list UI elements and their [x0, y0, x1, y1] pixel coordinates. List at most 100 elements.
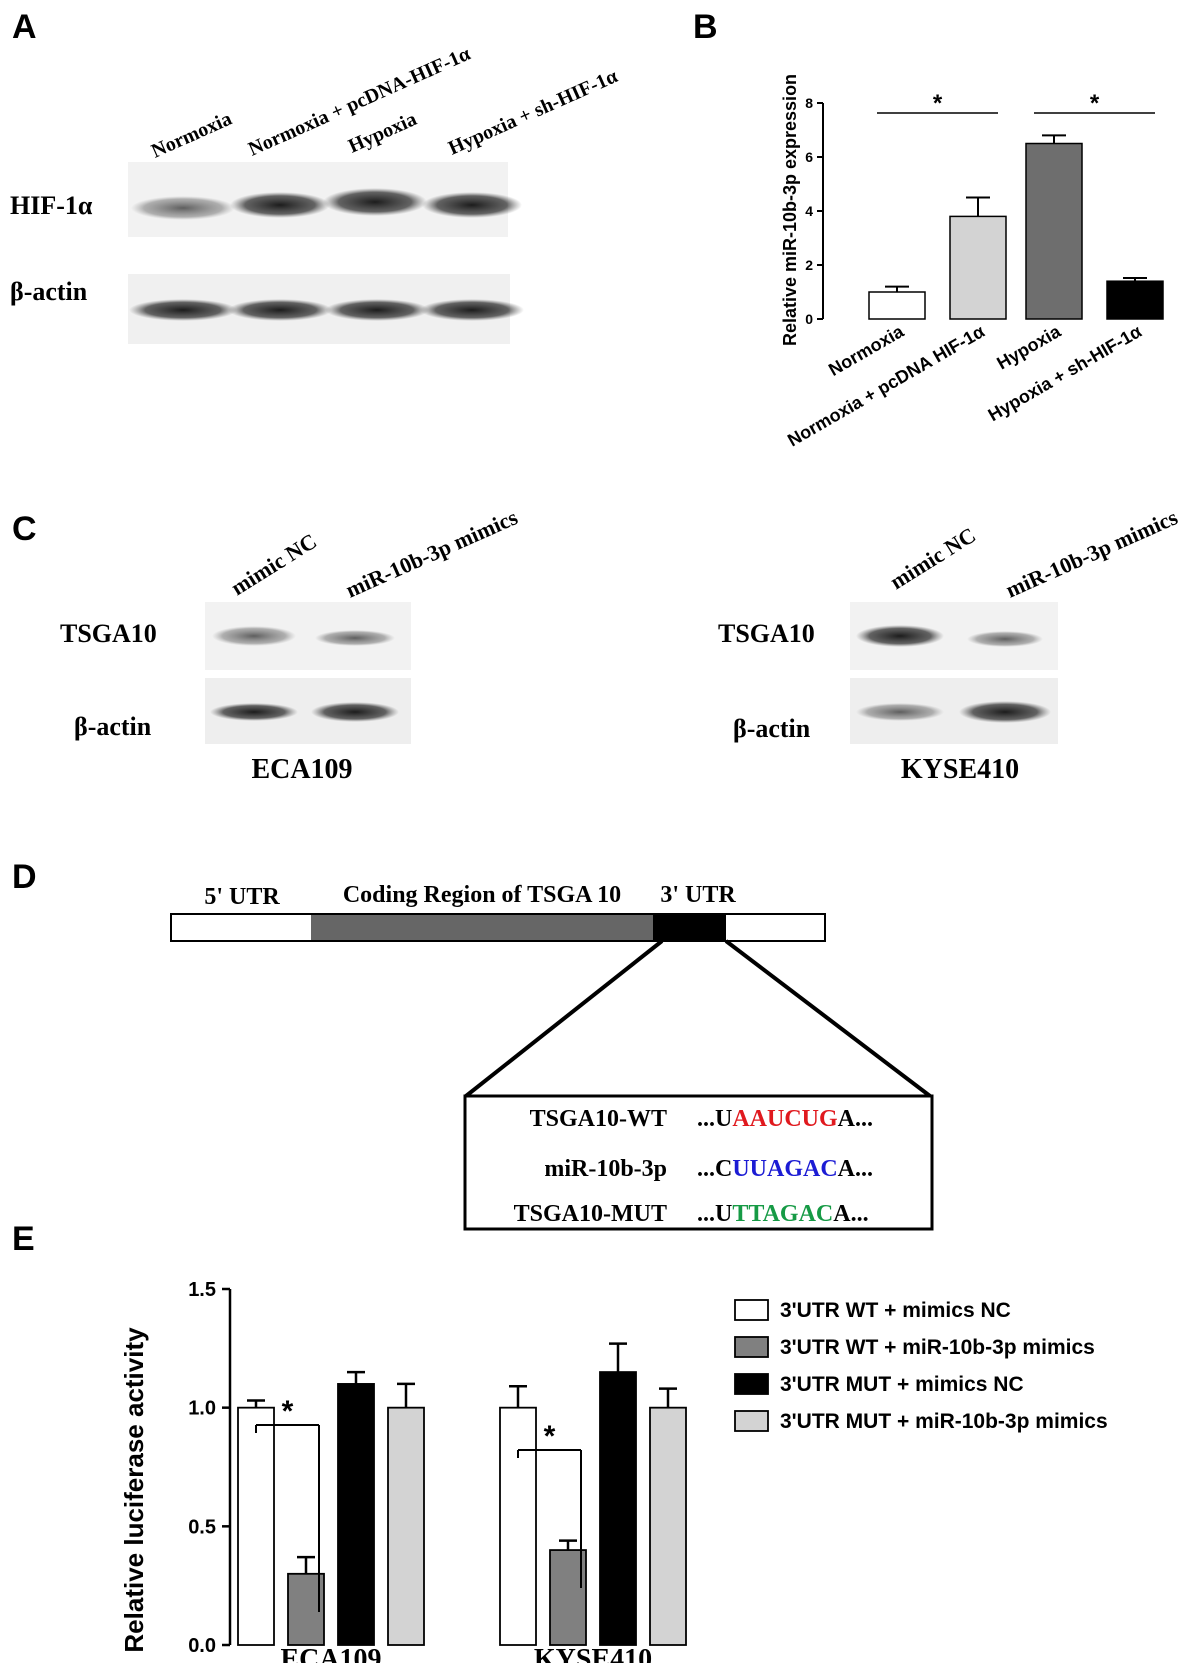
y-tick-label: 2: [805, 257, 813, 273]
band: [856, 703, 944, 721]
panel-label-b: B: [693, 8, 718, 46]
legend-label: 3'UTR MUT + miR-10b-3p mimics: [780, 1410, 1108, 1433]
sequence: ...CUUAGACA...: [697, 1156, 873, 1182]
y-tick-label: 4: [805, 203, 813, 219]
band: [212, 626, 296, 646]
utr3-segment: [653, 915, 726, 940]
y-tick-label: 1.0: [188, 1398, 216, 1420]
legend-swatch: [734, 1373, 769, 1395]
coding-region-segment: [311, 915, 653, 940]
legend-label: 3'UTR WT + mimics NC: [780, 1299, 1011, 1322]
lane-label-hypoxia: Hypoxia: [345, 108, 420, 157]
row-label-tsga10: TSGA10: [718, 619, 815, 648]
segment-label-3utr: 3' UTR: [660, 882, 736, 908]
row-label-beta-actin: β-actin: [10, 277, 88, 306]
legend-swatch: [734, 1299, 769, 1321]
zoom-line-left: [464, 939, 664, 1098]
y-tick-label: 0: [805, 311, 813, 327]
bar: [1025, 142, 1083, 320]
panel-label-e: E: [12, 1220, 35, 1258]
band: [325, 299, 429, 321]
band: [228, 299, 332, 321]
x-tick-label: Hypoxia + sh-HIF-1α: [985, 321, 1145, 425]
y-tick-label: 0.5: [188, 1516, 216, 1538]
row-label-tsga10: TSGA10: [60, 619, 157, 648]
panel-label-a: A: [12, 8, 37, 46]
band: [210, 703, 298, 721]
panel-label-d: D: [12, 858, 37, 896]
band: [959, 701, 1051, 723]
significance-star: *: [1090, 90, 1100, 117]
segment-label-5utr: 5' UTR: [204, 884, 280, 910]
x-tick-label: Hypoxia: [993, 321, 1064, 374]
sequence-name: miR-10b-3p: [544, 1156, 667, 1182]
bar: [237, 1406, 275, 1646]
significance-star: *: [282, 1395, 294, 1428]
sequence-prefix: ...C: [697, 1156, 732, 1182]
panel-label-c: C: [12, 510, 37, 548]
bar: [868, 291, 926, 320]
x-tick-label: ECA109: [280, 1644, 381, 1663]
row-label-beta-actin: β-actin: [733, 714, 811, 743]
sequence: ...UAAUCUGA...: [697, 1106, 873, 1132]
significance-star: *: [933, 90, 943, 117]
segment-label-coding-region: Coding Region of TSGA 10: [343, 882, 621, 908]
bar: [1106, 280, 1164, 320]
lane-label-mimic-nc: mimic NC: [226, 528, 321, 600]
legend-label: 3'UTR MUT + mimics NC: [780, 1373, 1024, 1396]
bar: [649, 1406, 687, 1646]
lane-label-mimic-nc: mimic NC: [885, 522, 980, 594]
panel-d-gene-diagram: 5' UTR Coding Region of TSGA 10 3' UTR T…: [170, 882, 934, 1231]
x-tick-label: KYSE410: [534, 1644, 652, 1663]
y-axis-label: Relative miR-10b-3p expression: [780, 74, 800, 346]
bar: [387, 1406, 425, 1646]
sequence-suffix: A...: [838, 1106, 873, 1132]
sequence-suffix: A...: [833, 1201, 868, 1227]
sequence-prefix: ...U: [697, 1106, 732, 1132]
sequence-name: TSGA10-MUT: [514, 1201, 667, 1227]
panel-a-western-blot: Normoxia Normoxia + pcDNA-HIF-1α Hypoxia…: [10, 43, 621, 344]
y-tick-label: 0.0: [188, 1635, 216, 1657]
seed-region: UUAGAC: [732, 1156, 837, 1182]
band: [230, 192, 330, 218]
zoom-line-right: [724, 939, 932, 1098]
sequence-prefix: ...U: [697, 1201, 732, 1227]
legend-swatch: [734, 1336, 769, 1358]
y-tick-label: 1.5: [188, 1279, 216, 1301]
band: [856, 625, 944, 647]
lane-label-mir10b-mimics: miR-10b-3p mimics: [342, 504, 522, 602]
legend-label: 3'UTR WT + miR-10b-3p mimics: [780, 1336, 1095, 1359]
band: [131, 196, 235, 220]
bar: [949, 215, 1007, 320]
sequence-box: [463, 1094, 934, 1231]
band: [315, 630, 395, 646]
bar: [599, 1371, 637, 1646]
band: [323, 188, 427, 216]
lane-label-normoxia: Normoxia: [148, 108, 235, 163]
sequence: ...UTTAGACA...: [697, 1201, 869, 1227]
row-label-beta-actin: β-actin: [74, 712, 152, 741]
band: [422, 192, 522, 218]
band: [129, 299, 237, 321]
cell-line-label-kyse410: KYSE410: [901, 754, 1019, 785]
y-axis-label: Relative luciferase activity: [119, 1327, 149, 1653]
bar: [337, 1383, 375, 1646]
band: [420, 299, 524, 321]
lane-label-hypoxia-sh: Hypoxia + sh-HIF-1α: [445, 65, 621, 159]
panel-e-bar-chart: Relative luciferase activity 0.0 0.5 1.0 1.…: [119, 1279, 1108, 1663]
band: [311, 702, 399, 722]
band: [967, 631, 1043, 647]
panel-c-western-blot-left: mimic NC miR-10b-3p mimics TSGA10 β-acti…: [60, 504, 522, 785]
significance-star: *: [544, 1420, 556, 1453]
lane-label-mir10b-mimics: miR-10b-3p mimics: [1002, 504, 1182, 602]
seed-region: TTAGAC: [732, 1201, 833, 1227]
sequence-name: TSGA10-WT: [530, 1106, 667, 1132]
legend-swatch: [734, 1410, 769, 1432]
y-tick-label: 6: [805, 149, 813, 165]
row-label-hif1a: HIF-1α: [10, 191, 93, 220]
panel-c-western-blot-right: mimic NC miR-10b-3p mimics TSGA10 β-acti…: [718, 504, 1182, 785]
y-tick-label: 8: [805, 95, 813, 111]
bar: [499, 1406, 537, 1646]
